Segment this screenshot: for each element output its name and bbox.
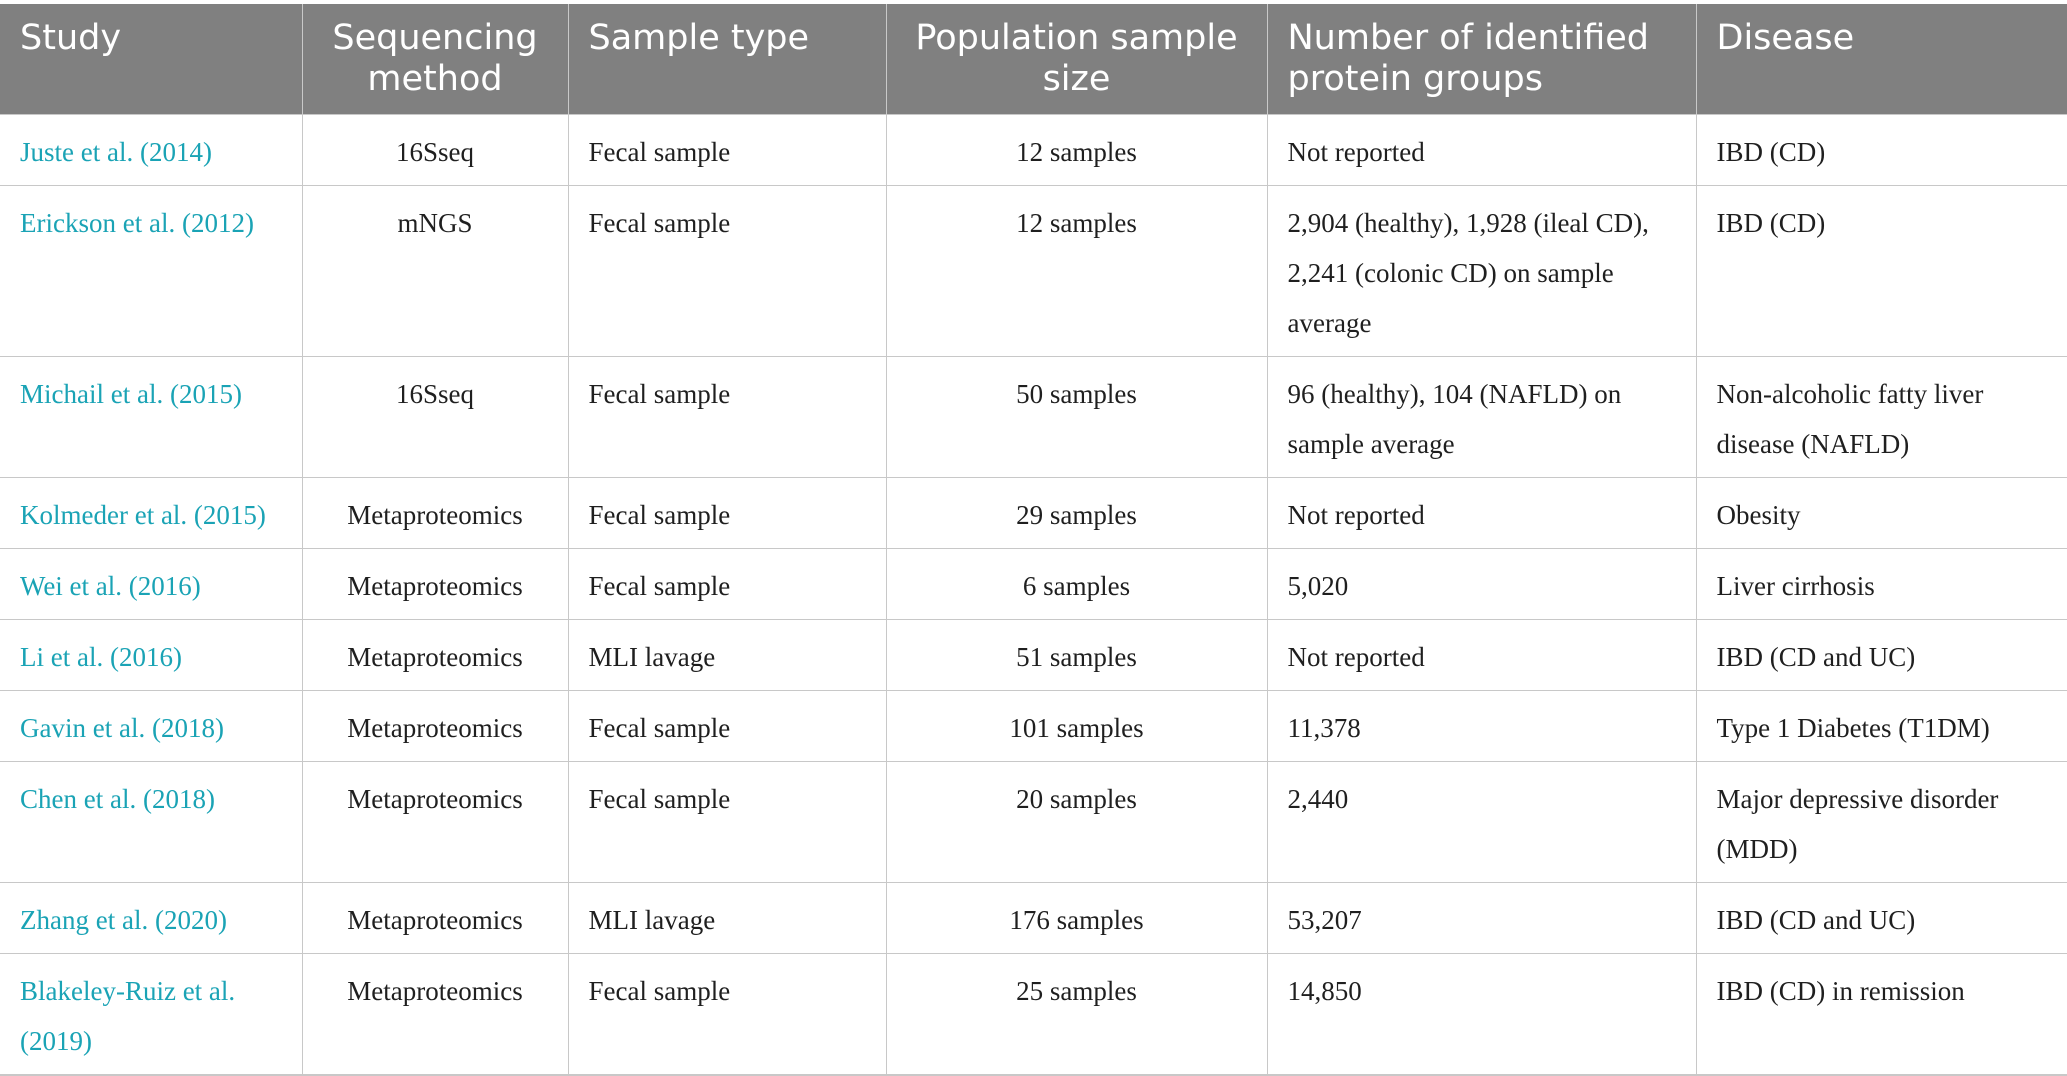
sequencing-method-cell: Metaproteomics <box>301 476 568 548</box>
table-row: Erickson et al. (2012) mNGS Fecal sample… <box>0 184 2067 356</box>
sample-type-cell: Fecal sample <box>567 547 886 619</box>
table-row: Li et al. (2016) Metaproteomics MLI lava… <box>0 618 2067 690</box>
sample-type-cell: MLI lavage <box>567 618 886 690</box>
protein-groups-cell: 53,207 <box>1266 881 1696 953</box>
sample-type-cell: Fecal sample <box>567 113 886 185</box>
sample-size-cell: 101 samples <box>885 689 1267 761</box>
sample-type-cell: Fecal sample <box>567 689 886 761</box>
table-row: Zhang et al. (2020) Metaproteomics MLI l… <box>0 881 2067 953</box>
protein-groups-cell: 14,850 <box>1266 952 1696 1076</box>
study-link[interactable]: Wei et al. (2016) <box>0 547 302 619</box>
disease-cell: IBD (CD and UC) <box>1695 618 2067 690</box>
sequencing-method-cell: Metaproteomics <box>301 881 568 953</box>
sequencing-method-cell: mNGS <box>301 184 568 356</box>
sample-size-cell: 29 samples <box>885 476 1267 548</box>
sample-type-cell: Fecal sample <box>567 355 886 477</box>
table-row: Blakeley-Ruiz et al. (2019) Metaproteomi… <box>0 952 2067 1076</box>
study-link[interactable]: Erickson et al. (2012) <box>0 184 302 356</box>
sample-size-cell: 176 samples <box>885 881 1267 953</box>
sample-size-cell: 50 samples <box>885 355 1267 477</box>
header-study: Study <box>20 18 122 58</box>
sequencing-method-cell: Metaproteomics <box>301 618 568 690</box>
sample-size-cell: 25 samples <box>885 952 1267 1076</box>
protein-groups-cell: 5,020 <box>1266 547 1696 619</box>
study-link[interactable]: Li et al. (2016) <box>0 618 302 690</box>
table-row: Wei et al. (2016) Metaproteomics Fecal s… <box>0 547 2067 619</box>
sample-type-cell: Fecal sample <box>567 476 886 548</box>
sample-size-cell: 12 samples <box>885 184 1267 356</box>
sequencing-method-cell: Metaproteomics <box>301 689 568 761</box>
study-link[interactable]: Gavin et al. (2018) <box>0 689 302 761</box>
protein-groups-cell: Not reported <box>1266 618 1696 690</box>
study-link[interactable]: Chen et al. (2018) <box>0 760 302 882</box>
sequencing-method-cell: 16Sseq <box>301 355 568 477</box>
sequencing-method-cell: Metaproteomics <box>301 760 568 882</box>
sequencing-method-cell: 16Sseq <box>301 113 568 185</box>
study-link[interactable]: Blakeley-Ruiz et al. (2019) <box>0 952 302 1076</box>
protein-groups-cell: 2,904 (healthy), 1,928 (ileal CD), 2,241… <box>1266 184 1696 356</box>
header-protein-groups: Number of identified protein groups <box>1266 4 1696 114</box>
protein-groups-cell: 11,378 <box>1266 689 1696 761</box>
disease-cell: IBD (CD) <box>1695 184 2067 356</box>
study-link[interactable]: Juste et al. (2014) <box>0 113 302 185</box>
protein-groups-cell: Not reported <box>1266 113 1696 185</box>
disease-cell: Liver cirrhosis <box>1695 547 2067 619</box>
header-sample-type: Sample type <box>567 4 886 114</box>
sample-type-cell: MLI lavage <box>567 881 886 953</box>
sample-type-cell: Fecal sample <box>567 952 886 1076</box>
study-table: Study Sequencing method Sample type Popu… <box>0 4 2067 1076</box>
protein-groups-cell: 2,440 <box>1266 760 1696 882</box>
disease-cell: Type 1 Diabetes (T1DM) <box>1695 689 2067 761</box>
sample-size-cell: 51 samples <box>885 618 1267 690</box>
disease-cell: Major depressive disorder (MDD) <box>1695 760 2067 882</box>
table-row: Michail et al. (2015) 16Sseq Fecal sampl… <box>0 355 2067 477</box>
disease-cell: IBD (CD and UC) <box>1695 881 2067 953</box>
disease-cell: IBD (CD) <box>1695 113 2067 185</box>
header-disease: Disease <box>1695 4 2067 114</box>
study-link[interactable]: Zhang et al. (2020) <box>0 881 302 953</box>
study-link[interactable]: Kolmeder et al. (2015) <box>0 476 302 548</box>
protein-groups-cell: 96 (healthy), 104 (NAFLD) on sample aver… <box>1266 355 1696 477</box>
table-header-row: Study Sequencing method Sample type Popu… <box>0 4 2067 114</box>
table-row: Chen et al. (2018) Metaproteomics Fecal … <box>0 760 2067 882</box>
sequencing-method-cell: Metaproteomics <box>301 952 568 1076</box>
table-row: Gavin et al. (2018) Metaproteomics Fecal… <box>0 689 2067 761</box>
sample-type-cell: Fecal sample <box>567 760 886 882</box>
disease-cell: Obesity <box>1695 476 2067 548</box>
table-row: Kolmeder et al. (2015) Metaproteomics Fe… <box>0 476 2067 548</box>
sample-size-cell: 12 samples <box>885 113 1267 185</box>
disease-cell: Non-alcoholic fatty liver disease (NAFLD… <box>1695 355 2067 477</box>
header-sequencing-method: Sequencing method <box>301 4 568 114</box>
study-link[interactable]: Michail et al. (2015) <box>0 355 302 477</box>
sample-type-cell: Fecal sample <box>567 184 886 356</box>
disease-cell: IBD (CD) in remission <box>1695 952 2067 1076</box>
table-row: Juste et al. (2014) 16Sseq Fecal sample … <box>0 113 2067 185</box>
sequencing-method-cell: Metaproteomics <box>301 547 568 619</box>
protein-groups-cell: Not reported <box>1266 476 1696 548</box>
header-population-sample-size: Population sample size <box>885 4 1267 114</box>
sample-size-cell: 20 samples <box>885 760 1267 882</box>
sample-size-cell: 6 samples <box>885 547 1267 619</box>
